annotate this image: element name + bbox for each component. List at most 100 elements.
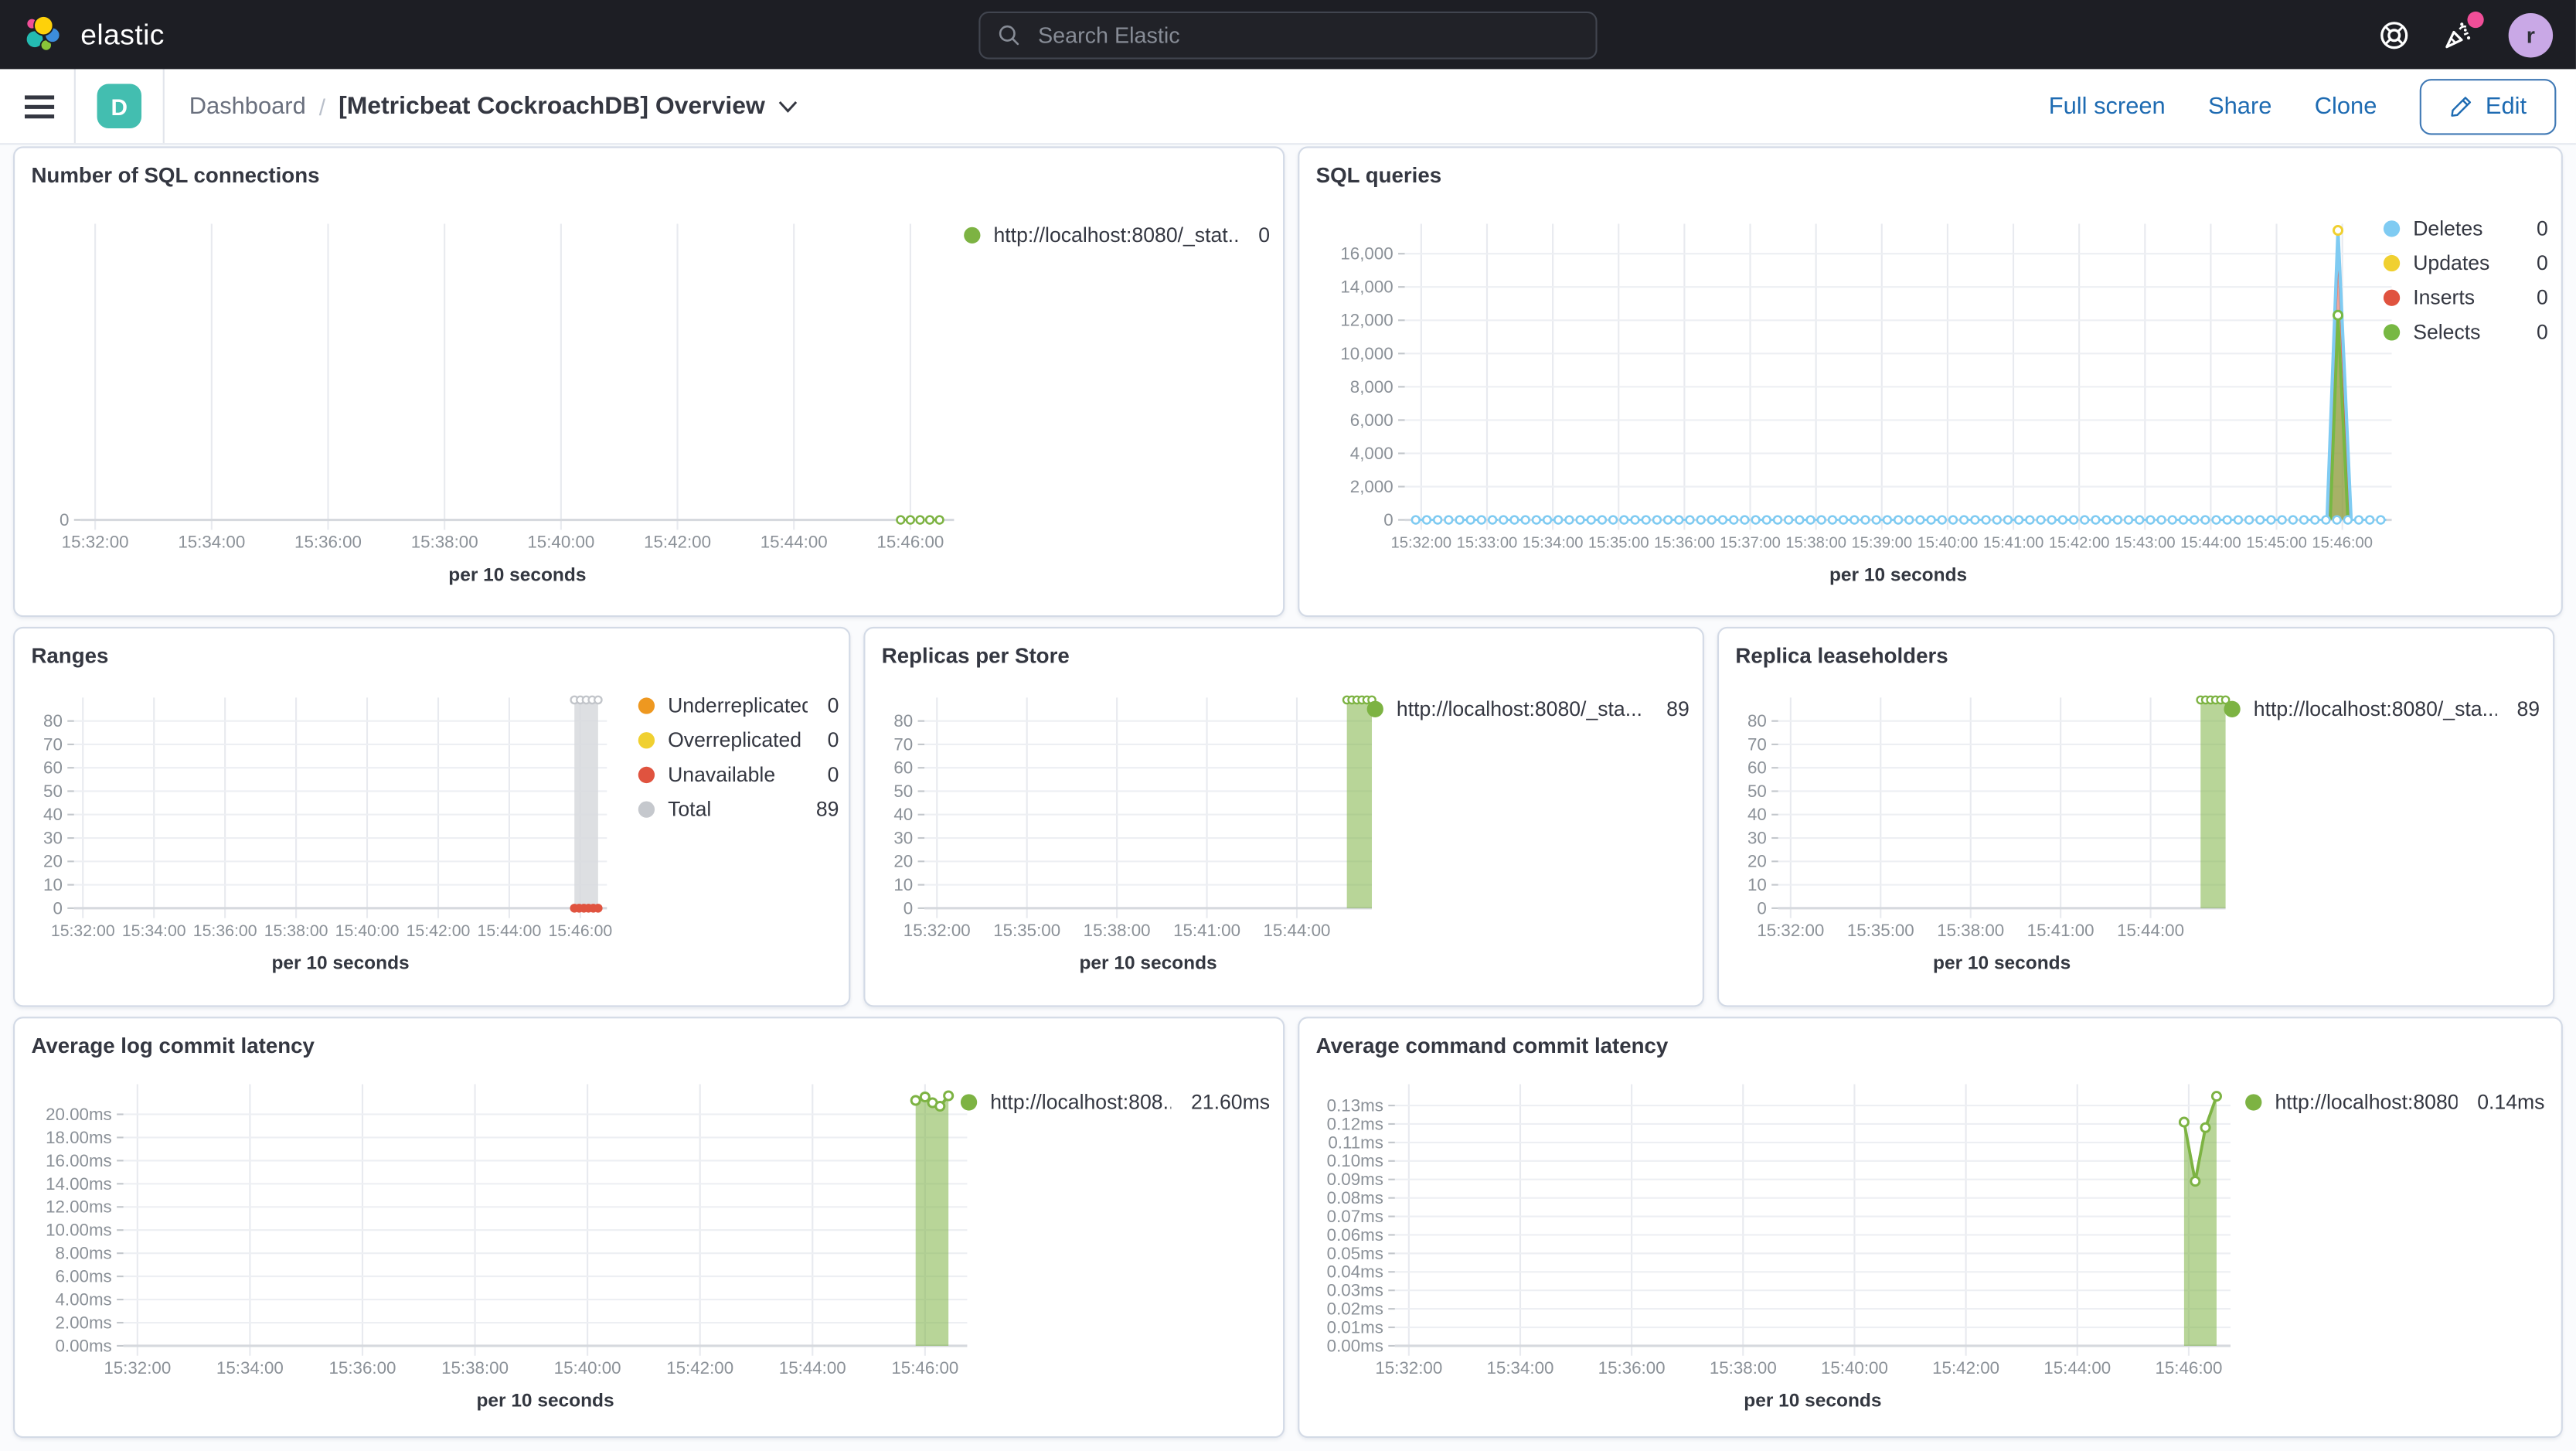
svg-text:15:41:00: 15:41:00 [2027,921,2094,940]
svg-text:0.11ms: 0.11ms [1328,1133,1383,1152]
breadcrumb-dashboard[interactable]: Dashboard [189,93,306,120]
panel-title: Replica leaseholders [1735,643,1948,669]
legend-label: Deletes [2413,216,2483,240]
svg-text:15:34:00: 15:34:00 [122,921,186,940]
svg-text:15:40:00: 15:40:00 [527,533,594,552]
legend-swatch-icon [638,766,655,784]
legend-item[interactable]: Underreplicated 0 [638,694,839,717]
pencil-icon [2451,96,2472,116]
news-button[interactable] [2443,11,2484,51]
panel-title: Ranges [31,643,109,669]
legend-swatch-icon [2383,324,2401,341]
svg-text:10: 10 [1747,875,1767,894]
svg-text:0: 0 [903,898,913,918]
legend-item[interactable]: Overreplicated 0 [638,729,839,752]
edit-button[interactable]: Edit [2419,78,2557,135]
svg-text:15:45:00: 15:45:00 [2246,535,2307,552]
legend-swatch-icon [638,801,655,818]
svg-text:per 10 seconds: per 10 seconds [1933,953,2071,974]
svg-text:15:32:00: 15:32:00 [51,921,115,940]
svg-text:15:34:00: 15:34:00 [1487,1358,1554,1378]
svg-text:20: 20 [893,852,913,871]
hamburger-icon [24,94,55,118]
elastic-logo-icon [25,15,61,52]
clone-button[interactable]: Clone [2314,93,2377,120]
svg-text:70: 70 [893,734,913,754]
legend-item[interactable]: http://localhost:808... 21.60ms [960,1091,1270,1114]
legend: http://localhost:8080/_sta... 89 [1366,697,1690,732]
legend-item[interactable]: Inserts 0 [2383,286,2548,309]
avatar[interactable]: r [2508,12,2554,57]
svg-text:15:46:00: 15:46:00 [876,533,944,552]
svg-text:20: 20 [43,852,63,871]
panel-ranges: Ranges 0 10 20 30 40 50 60 70 80 15:32:00 15:34:00… [13,626,851,1007]
svg-text:15:46:00: 15:46:00 [2155,1358,2222,1378]
legend-item[interactable]: http://localhost:8080/_sta... 89 [2224,697,2540,720]
help-button[interactable] [2379,19,2410,49]
legend-value: 0 [827,728,839,752]
elastic-brand[interactable]: elastic [23,13,165,56]
svg-text:15:35:00: 15:35:00 [1847,921,1914,940]
divider [162,69,165,144]
legend-item[interactable]: http://localhost:8080/_stat... 0 [964,223,1270,247]
svg-text:20.00ms: 20.00ms [46,1105,112,1124]
legend-value: 0.14ms [2477,1091,2545,1114]
svg-text:6.00ms: 6.00ms [55,1267,111,1286]
svg-text:15:38:00: 15:38:00 [1084,921,1151,940]
svg-text:15:39:00: 15:39:00 [1851,535,1912,552]
panel-title: Replicas per Store [881,643,1070,669]
full-screen-button[interactable]: Full screen [2048,93,2166,120]
dashboard-app-badge: D [97,83,142,129]
topbar-actions: r [2379,11,2554,57]
svg-text:15:36:00: 15:36:00 [1654,535,1715,552]
brand-wordmark: elastic [80,17,165,50]
legend-label: http://localhost:8080/_stat... [993,223,1239,247]
legend-value: 0 [2536,321,2548,344]
legend-value: 0 [827,694,839,717]
svg-text:30: 30 [893,828,913,847]
panel-replicas-per-store: Replicas per Store 0 10 20 30 40 50 60 70 80 15:3… [863,626,1704,1007]
svg-text:10: 10 [43,875,63,894]
global-search[interactable] [978,10,1598,59]
svg-text:15:32:00: 15:32:00 [1391,535,1452,552]
legend-swatch-icon [964,227,981,244]
svg-text:60: 60 [893,758,913,778]
svg-text:15:34:00: 15:34:00 [178,533,245,552]
legend-item[interactable]: http://localhost:8080/_sta... 89 [1366,697,1690,720]
legend-item[interactable]: Deletes 0 [2383,216,2548,240]
svg-text:15:40:00: 15:40:00 [335,921,400,940]
svg-text:0.03ms: 0.03ms [1327,1281,1383,1300]
legend: http://localhost:8080/_sta... 89 [2224,697,2540,732]
svg-text:per 10 seconds: per 10 seconds [448,564,586,585]
svg-text:40: 40 [43,805,63,824]
search-input[interactable] [1034,20,1580,49]
legend-label: Selects [2413,321,2481,344]
svg-text:0: 0 [60,510,69,530]
svg-text:15:44:00: 15:44:00 [761,533,828,552]
svg-text:80: 80 [893,711,913,731]
party-popper-icon [2445,22,2471,49]
menu-button[interactable] [24,93,55,119]
svg-text:0.06ms: 0.06ms [1327,1225,1383,1245]
legend-item[interactable]: Updates 0 [2383,252,2548,274]
panel-replica-leaseholders: Replica leaseholders 0 10 20 30 40 50 60 70 80 15… [1717,626,2555,1007]
legend-item[interactable]: http://localhost:8080... 0.14ms [2245,1091,2544,1114]
legend-item[interactable]: Unavailable 0 [638,764,839,786]
chart-svg: 0 10 20 30 40 50 60 70 80 15:32:00 15:35:00 15:38:0… [893,695,1376,974]
dashboard-toolbar: D Dashboard / [Metricbeat CockroachDB] O… [0,69,2576,145]
svg-text:15:42:00: 15:42:00 [666,1358,733,1378]
top-navbar: elastic [0,0,2576,70]
svg-text:15:35:00: 15:35:00 [1588,535,1649,552]
svg-text:60: 60 [1747,758,1767,778]
legend-item[interactable]: Selects 0 [2383,321,2548,344]
legend-item[interactable]: Total 89 [638,798,839,821]
dashboard-grid: Number of SQL connections 0 15:32:00 15:34… [0,145,2576,1439]
panel-sql-queries: SQL queries 0 2,000 4,000 6,000 8,000 10,000 1… [1298,146,2563,618]
svg-text:0.12ms: 0.12ms [1327,1114,1383,1133]
share-button[interactable]: Share [2208,93,2272,120]
legend-swatch-icon [638,697,655,714]
breadcrumb-current[interactable]: [Metricbeat CockroachDB] Overview [339,92,798,120]
svg-text:15:32:00: 15:32:00 [903,921,971,940]
life-ring-icon [2380,21,2408,49]
legend-label: Underreplicated [668,694,808,717]
